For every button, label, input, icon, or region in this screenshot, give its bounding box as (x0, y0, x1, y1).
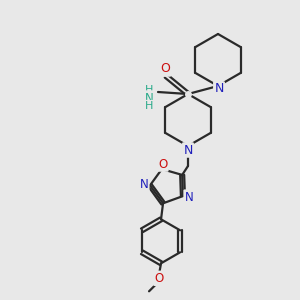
Text: N: N (140, 178, 148, 191)
Text: O: O (154, 272, 164, 285)
Text: N: N (214, 82, 224, 95)
Text: O: O (158, 158, 167, 171)
Text: N: N (145, 92, 153, 104)
Text: N: N (183, 143, 193, 157)
Text: H: H (145, 101, 153, 111)
Text: O: O (160, 62, 170, 76)
Text: N: N (184, 190, 193, 204)
Text: H: H (145, 85, 153, 95)
